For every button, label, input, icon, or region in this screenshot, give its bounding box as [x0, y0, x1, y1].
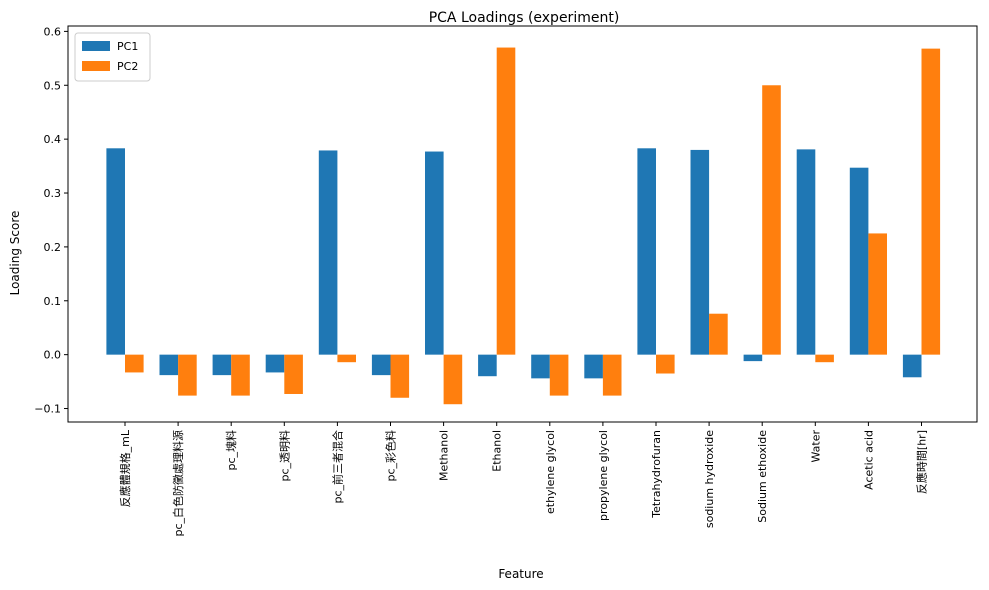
bar-pc1 [371, 354, 391, 376]
legend-label-pc1: PC1 [117, 40, 138, 53]
x-tick-label: 反應體規格_mL [118, 429, 132, 507]
bar-pc1 [159, 354, 179, 376]
y-tick-label: 0.6 [44, 25, 62, 38]
bar-pc1 [796, 149, 816, 355]
bar-pc2 [602, 354, 622, 396]
x-axis-label: Feature [498, 567, 543, 581]
y-tick-label: 0.1 [44, 295, 62, 308]
bar-pc1 [902, 354, 922, 378]
legend-label-pc2: PC2 [117, 60, 138, 73]
x-axis: 反應體規格_mL pc_白色防黴處理料源 pc_塊料 pc_透明料 pc_前三者混合 pc… [118, 422, 929, 537]
plot-bars [106, 47, 941, 405]
legend-box [74, 32, 151, 82]
bar-pc1 [637, 148, 656, 355]
legend-swatch-pc2 [82, 61, 110, 71]
y-tick-label: −0.1 [34, 403, 61, 416]
bar-pc1 [106, 148, 125, 355]
bar-pc2 [549, 354, 569, 396]
bar-pc1 [849, 167, 869, 355]
x-tick-label: 反應時間[hr] [915, 430, 929, 494]
bar-pc2 [815, 354, 834, 363]
legend-swatch-pc1 [82, 41, 110, 51]
bar-pc2 [868, 233, 887, 355]
bar-pc2 [709, 313, 728, 355]
y-tick-label: 0.0 [44, 349, 62, 362]
bar-pc2 [390, 354, 410, 398]
bar-pc2 [337, 354, 356, 363]
bar-pc1 [265, 354, 285, 373]
bar-pc1 [690, 149, 710, 355]
x-tick-label: propylene glycol [597, 430, 610, 521]
x-tick-label: Acetic acid [862, 430, 875, 490]
bar-pc2 [443, 354, 463, 405]
bar-pc2 [178, 354, 197, 396]
x-tick-label: pc_彩色料 [384, 430, 398, 482]
bar-pc2 [921, 48, 941, 355]
x-tick-label: sodium hydroxide [703, 430, 716, 528]
bar-pc2 [656, 354, 675, 374]
bar-pc2 [496, 47, 516, 355]
bar-pc1 [212, 354, 232, 376]
bar-pc2 [284, 354, 303, 394]
y-tick-label: 0.5 [44, 79, 62, 92]
y-tick-label: 0.2 [44, 241, 62, 254]
y-tick-label: 0.3 [44, 187, 62, 200]
x-tick-label: Sodium ethoxide [756, 430, 769, 523]
y-axis: −0.1 0.0 0.1 0.2 0.3 0.4 0.5 0.6 [34, 25, 68, 416]
chart-title: PCA Loadings (experiment) [429, 10, 620, 26]
x-tick-label: pc_白色防黴處理料源 [171, 430, 185, 537]
x-tick-label: Ethanol [491, 430, 504, 472]
plot-frame [67, 25, 978, 423]
y-tick-label: 0.4 [44, 133, 62, 146]
bar-pc1 [478, 354, 497, 377]
x-tick-label: Methanol [438, 430, 451, 481]
bar-pc1 [318, 150, 338, 355]
x-tick-label: pc_透明料 [277, 430, 291, 482]
bar-pc1 [584, 354, 603, 379]
bar-pc2 [231, 354, 250, 396]
x-tick-label: Water [809, 430, 822, 463]
x-tick-label: ethylene glycol [544, 430, 557, 514]
bar-pc2 [125, 354, 144, 373]
legend: PC1 PC2 [74, 32, 151, 82]
x-tick-label: pc_前三者混合 [330, 430, 344, 504]
x-tick-label: pc_塊料 [224, 430, 238, 471]
bar-pc2 [762, 85, 781, 355]
y-axis-label: Loading Score [8, 211, 22, 296]
bar-pc1 [425, 151, 444, 355]
bar-pc1 [743, 354, 763, 362]
x-tick-label: Tetrahydrofuran [650, 430, 663, 519]
bar-pc1 [531, 354, 550, 379]
